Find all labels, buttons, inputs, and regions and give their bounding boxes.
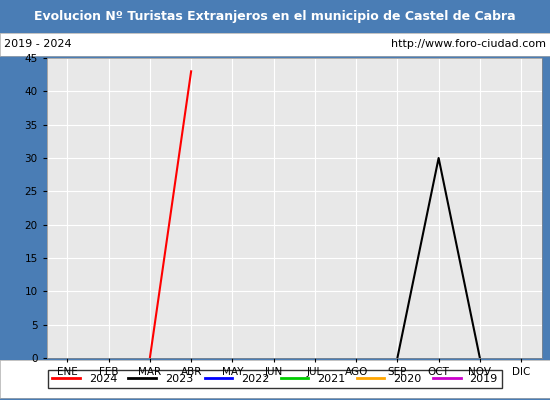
Legend: 2024, 2023, 2022, 2021, 2020, 2019: 2024, 2023, 2022, 2021, 2020, 2019 <box>48 370 502 388</box>
Text: http://www.foro-ciudad.com: http://www.foro-ciudad.com <box>390 39 546 49</box>
Text: 2019 - 2024: 2019 - 2024 <box>4 39 72 49</box>
Text: Evolucion Nº Turistas Extranjeros en el municipio de Castel de Cabra: Evolucion Nº Turistas Extranjeros en el … <box>34 10 516 23</box>
